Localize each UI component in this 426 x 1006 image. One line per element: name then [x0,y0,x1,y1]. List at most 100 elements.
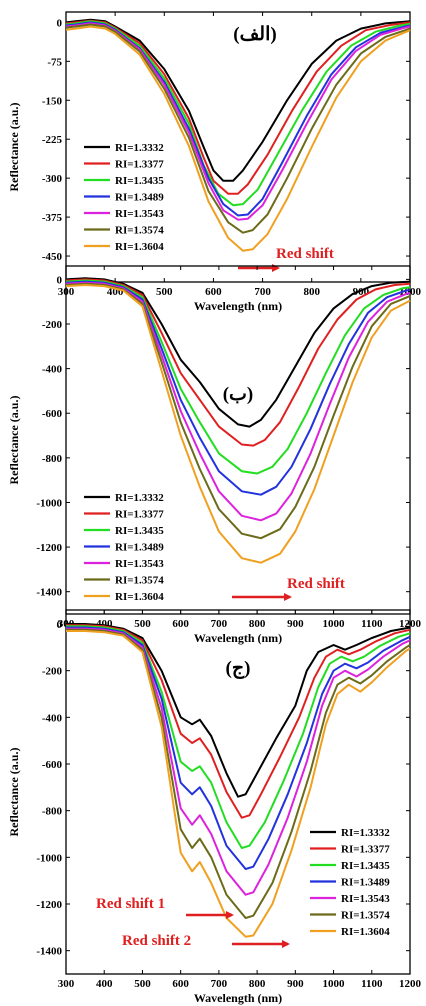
legend-label: RI=1.3435 [341,860,390,872]
legend-label: RI=1.3604 [341,926,390,938]
x-tick-label: 1100 [361,978,383,990]
series-line-7 [65,284,411,564]
y-tick-label: -300 [42,173,63,185]
y-tick-label: -800 [42,806,63,818]
legend-label: RI=1.3574 [115,575,164,587]
panel-title: (ج) [226,658,251,679]
series-line-2 [66,624,411,819]
legend-label: RI=1.3489 [115,542,164,554]
y-tick-label: -1400 [36,946,62,958]
series-line-6 [65,282,411,540]
y-axis-label: Reflectance (a.u.) [7,748,21,837]
legend: RI=1.3332 RI=1.3377 RI=1.3435 RI=1.3489 RI=1… [84,492,164,603]
y-tick-label: -1200 [36,542,62,554]
legend-label: RI=1.3377 [341,844,390,856]
legend-label: RI=1.3332 [341,827,390,839]
panel-title: (ب) [223,384,254,405]
y-tick-label: -1400 [36,587,62,599]
series-line-6 [66,628,411,919]
x-tick-label: 300 [58,978,75,990]
series-line-1 [66,623,411,798]
legend-label: RI=1.3435 [115,175,164,187]
plot-frame [65,11,411,283]
legend-label: RI=1.3604 [115,591,164,603]
legend-label: RI=1.3332 [115,142,164,154]
y-tick-label: -600 [42,759,63,771]
legend-label: RI=1.3377 [115,509,164,521]
y-tick-label: -400 [42,712,63,724]
y-tick-label: -375 [42,212,63,224]
y-tick-label: 0 [57,17,63,29]
y-tick-label: -200 [42,666,63,678]
x-tick-label: 500 [134,618,151,630]
y-axis-label: Reflectance (a.u.) [7,103,21,192]
legend-label: RI=1.3574 [341,910,390,922]
x-tick-label: 600 [172,978,189,990]
chart-panel-3: 300 400 500 600 700 800 900 1000 1100 1200 0 -200 -4… [7,609,422,1005]
series-line-1 [65,277,411,428]
y-tick-label: -1200 [36,899,62,911]
red-shift-label: Red shift 2 [122,933,191,949]
legend-label: RI=1.3604 [115,241,164,253]
x-tick-label: 1100 [361,618,383,630]
series-line-3 [65,279,411,475]
x-tick-label: 800 [249,618,266,630]
x-tick-label: 400 [96,978,113,990]
x-tick-label: 600 [205,286,222,298]
legend-label: RI=1.3332 [115,492,164,504]
series-line-4 [65,280,411,496]
chart-panel-1: 300 400 500 600 700 800 900 10000-75-150-225-30… [7,11,422,313]
y-tick-label: -75 [47,56,62,68]
legend-label: RI=1.3543 [115,208,164,220]
legend: RI=1.3332 RI=1.3377 RI=1.3435 RI=1.3489 RI=1… [84,142,164,253]
x-tick-label: 1000 [323,618,346,630]
legend-label: RI=1.3574 [115,225,164,237]
panel-title: (الف) [233,24,276,45]
x-tick-label: 1200 [399,978,422,990]
x-tick-label: 700 [211,978,228,990]
plot-frame [65,609,411,975]
chart-panel-2: 300 400 500 600 700 800 900 1000 1100 12000-200-4… [7,265,422,645]
red-shift-label: Red shift [276,246,334,262]
x-tick-label: 700 [211,618,228,630]
y-tick-label: 0 [57,619,63,631]
series-line-3 [66,625,411,849]
x-tick-label: 800 [249,978,266,990]
legend-label: RI=1.3489 [341,877,390,889]
series-line-5 [66,627,411,896]
x-tick-label: 900 [287,618,304,630]
x-tick-label: 900 [287,978,304,990]
y-tick-label: -450 [42,251,63,263]
plot-frame [65,265,411,615]
series-line-2 [65,278,411,447]
x-tick-label: 500 [134,978,151,990]
x-tick-label: 800 [303,286,320,298]
x-tick-label: 1000 [323,978,346,990]
y-tick-label: -800 [42,453,63,465]
series-line-6 [65,23,411,234]
legend-label: RI=1.3543 [115,558,164,570]
y-tick-label: -225 [42,134,63,146]
x-tick-label: 600 [172,618,189,630]
y-tick-label: -600 [42,408,63,420]
red-shift-label: Red shift 1 [96,896,165,912]
series-line-4 [66,626,411,870]
y-tick-label: -150 [42,95,63,107]
series-line-5 [65,22,411,221]
series-line-7 [66,630,411,938]
legend-label: RI=1.3435 [115,525,164,537]
series-line-5 [65,281,411,522]
y-tick-label: 0 [57,274,63,286]
y-axis-label: Reflectance (a.u.) [7,396,21,485]
red-shift-label: Red shift [287,576,345,592]
legend-label: RI=1.3489 [115,192,164,204]
x-tick-label: 700 [254,286,271,298]
y-tick-label: -400 [42,364,63,376]
x-tick-label: 500 [156,286,173,298]
y-tick-label: -1000 [36,852,62,864]
x-axis-label: Wavelength (nm) [194,991,282,1005]
x-axis-label: Wavelength (nm) [194,299,282,313]
x-axis-label: Wavelength (nm) [194,631,282,645]
legend-label: RI=1.3377 [115,159,164,171]
